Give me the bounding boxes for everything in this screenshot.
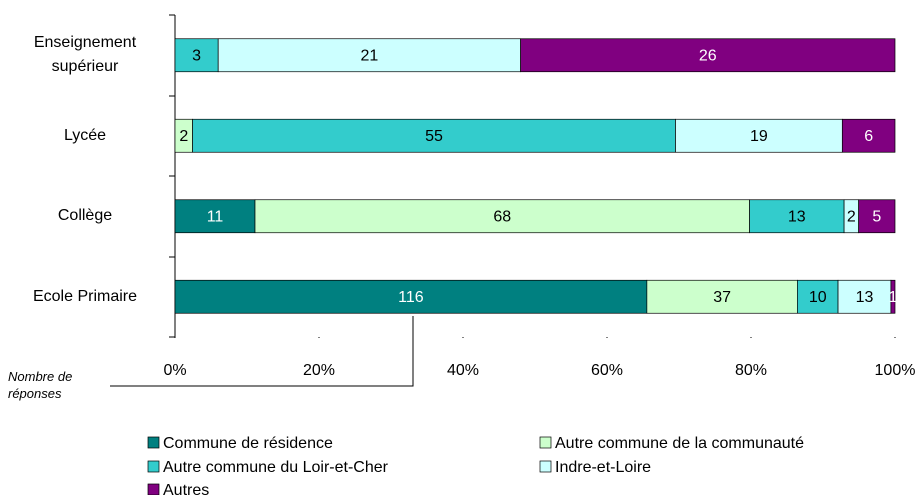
data-label: 1 — [889, 289, 898, 306]
data-label: 21 — [361, 47, 379, 64]
x-tick-label: 0% — [163, 362, 186, 379]
x-tick-label: 20% — [303, 362, 335, 379]
x-tick-label: 80% — [735, 362, 767, 379]
x-tick-label: 60% — [591, 362, 623, 379]
data-label: 19 — [750, 128, 768, 145]
data-label: 13 — [788, 208, 806, 225]
bar-segment — [749, 199, 845, 234]
bar-segment — [217, 38, 521, 73]
data-label: 13 — [856, 289, 874, 306]
legend-swatch — [539, 460, 552, 473]
bar-segment — [858, 199, 896, 234]
legend-label: Autres — [163, 482, 209, 495]
y-tick-label: Lycée — [63, 126, 107, 144]
legend-label: Indre-et-Loire — [555, 459, 651, 476]
bar-segment — [797, 279, 839, 314]
bar-segment — [890, 279, 896, 314]
y-tick-label: Ecole Primaire — [32, 287, 138, 305]
data-label: 10 — [809, 289, 827, 306]
data-label: 3 — [192, 47, 201, 64]
legend-label: Autre commune de la communauté — [555, 435, 804, 452]
data-label: 5 — [872, 208, 881, 225]
bar-segment — [837, 279, 892, 314]
data-label: 2 — [179, 128, 188, 145]
data-label: 116 — [398, 289, 424, 306]
note-label: Nombre de réponses — [8, 369, 73, 401]
bar-segment — [174, 38, 219, 73]
callout-line — [110, 316, 414, 387]
data-label: 6 — [864, 128, 873, 145]
bar-segment — [841, 118, 896, 153]
data-label: 2 — [847, 208, 856, 225]
legend-swatch — [147, 483, 160, 495]
legend-swatch — [147, 436, 160, 449]
bar-segment — [520, 38, 896, 73]
data-label: 26 — [699, 47, 717, 64]
data-label: 68 — [493, 208, 511, 225]
legend-swatch — [539, 436, 552, 449]
bar-segment — [254, 199, 750, 234]
data-label: 55 — [425, 128, 443, 145]
data-label: 37 — [713, 289, 731, 306]
bar-segment — [675, 118, 843, 153]
data-label: 11 — [207, 208, 224, 225]
bar-segment — [174, 199, 256, 234]
y-axis-ticks — [169, 14, 175, 338]
bar-segment — [174, 279, 648, 314]
legend-label: Commune de résidence — [163, 435, 333, 452]
y-tick-label: Collège — [57, 207, 113, 225]
legend-label: Autre commune du Loir-et-Cher — [163, 459, 389, 476]
bar-segment — [646, 279, 798, 314]
legend-swatch — [147, 460, 160, 473]
x-tick-label: 100% — [875, 362, 916, 379]
y-tick-label: Enseignement supérieur — [33, 34, 137, 76]
bar-segment — [192, 118, 676, 153]
x-tick-label: 40% — [447, 362, 479, 379]
